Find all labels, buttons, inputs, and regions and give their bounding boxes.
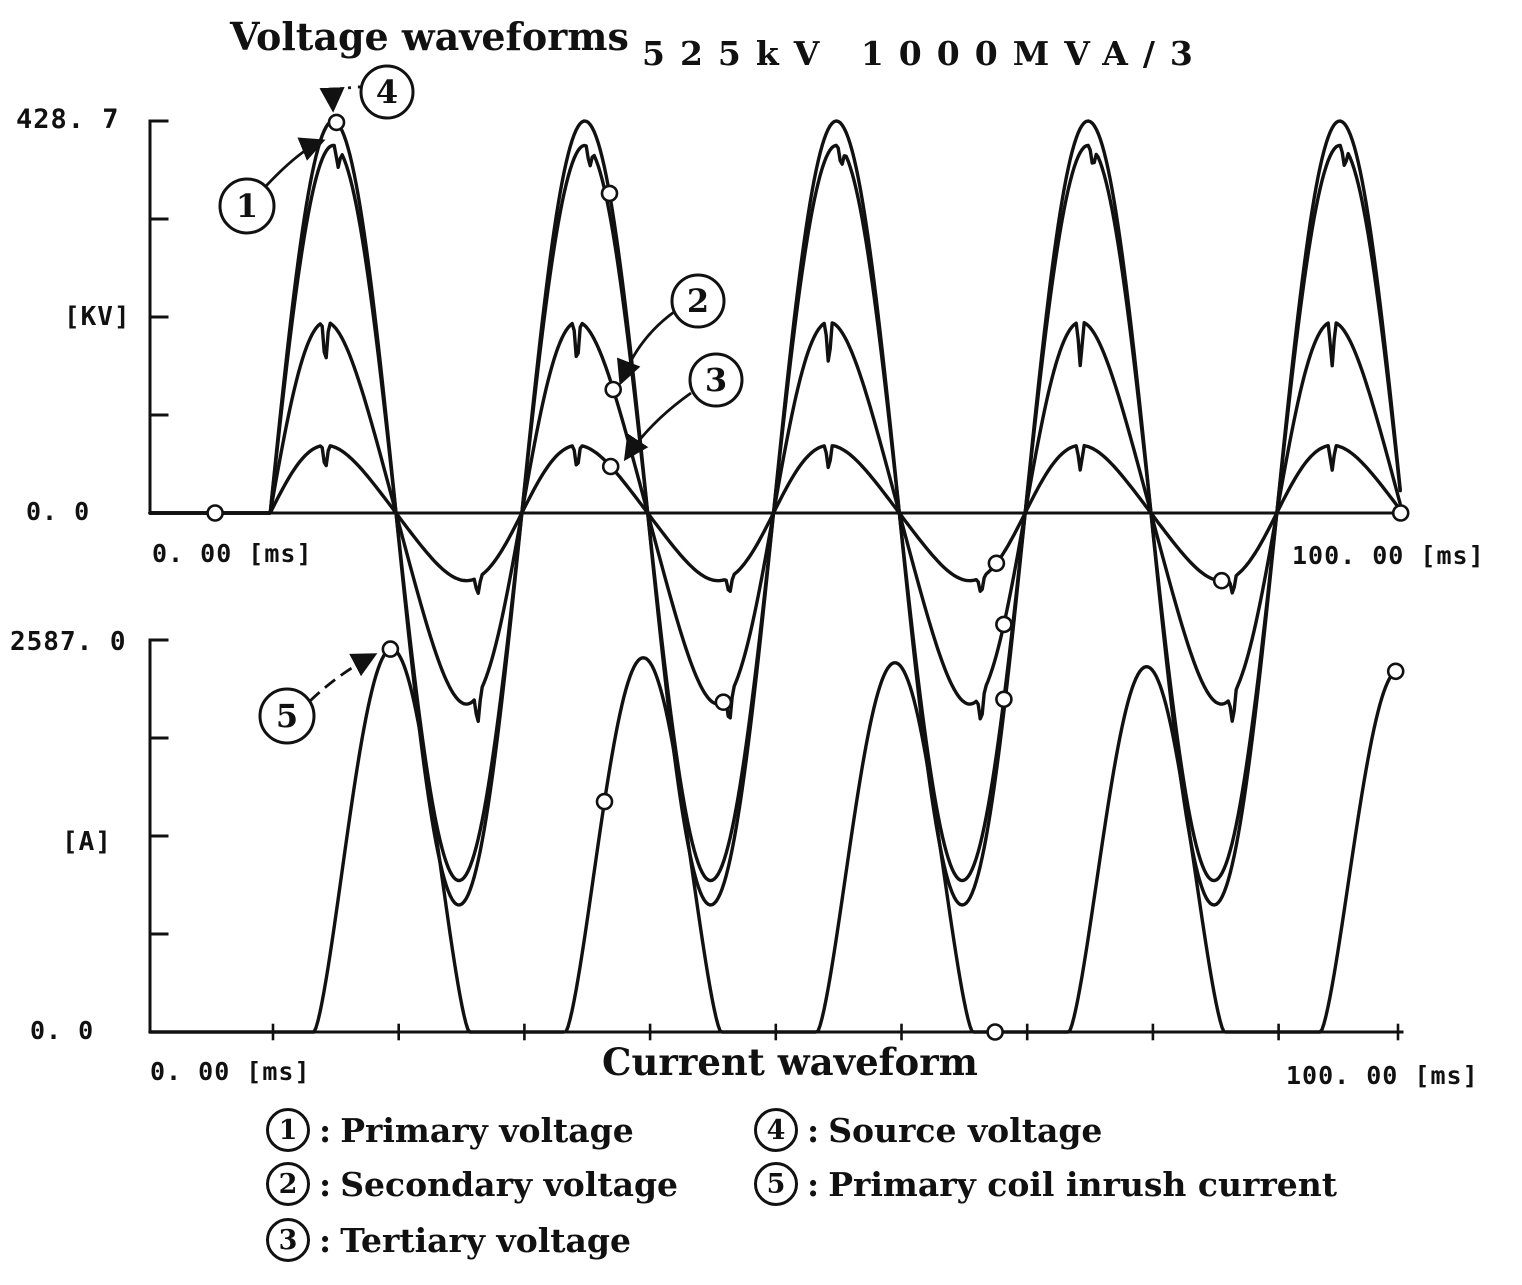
circled-number-3: 3 — [266, 1218, 310, 1262]
current-ymax-label: 2587. 0 — [10, 627, 127, 657]
callouts-group: 1 4 2 3 5 — [218, 64, 744, 745]
callout-2: 2 — [616, 273, 726, 386]
sample-marker-primary — [995, 690, 1013, 709]
callout-5: 5 — [258, 653, 378, 745]
callout-circle-5 — [258, 687, 316, 745]
voltage-plot-title: Voltage waveforms — [230, 14, 629, 59]
legend-item-tertiary-voltage: 3: Tertiary voltage — [266, 1218, 631, 1262]
voltage-unit-label: [KV] — [64, 302, 131, 332]
legend-item-secondary-voltage: 2: Secondary voltage — [266, 1162, 678, 1206]
legend-separator: : — [319, 1220, 332, 1260]
waveform-secondary-voltage — [148, 321, 1402, 723]
voltage-xstart-label: 0. 00 [ms] — [152, 539, 313, 568]
waveform-source-voltage — [148, 119, 1402, 907]
callout-number-2: 2 — [687, 282, 709, 320]
current-zero-label: 0. 0 — [30, 1016, 95, 1045]
callout-arrow-5 — [309, 653, 378, 703]
sample-marker-current — [381, 640, 400, 658]
sample-marker-voltage-zero — [1391, 504, 1410, 522]
sample-marker-tertiary — [601, 457, 620, 476]
sample-marker-secondary — [995, 615, 1013, 634]
callout-number-5: 5 — [276, 697, 298, 735]
callout-circle-2 — [670, 273, 726, 329]
callout-4: 4 — [319, 64, 415, 120]
waveform-inrush-current — [148, 647, 1400, 1034]
callout-number-1: 1 — [236, 187, 258, 225]
legend-item-inrush-current: 5: Primary coil inrush current — [754, 1162, 1337, 1206]
transformer-spec-title: 525kV 1000MVA/3 — [642, 34, 1208, 73]
sample-marker-source — [600, 184, 619, 203]
waveforms-group — [148, 119, 1402, 1034]
legend-label: Primary voltage — [340, 1110, 634, 1150]
current-unit-label: [A] — [62, 827, 112, 857]
sample-markers-group — [206, 113, 1410, 1041]
callout-arrow-4 — [319, 85, 362, 113]
waveform-primary-voltage — [148, 143, 1402, 883]
circled-number-4: 4 — [754, 1108, 798, 1152]
current-xstart-label: 0. 00 [ms] — [150, 1057, 311, 1086]
legend-label: Source voltage — [828, 1110, 1103, 1150]
current-xend-label: 100. 00 [ms] — [1286, 1061, 1479, 1090]
current-plot-title: Current waveform — [602, 1040, 978, 1084]
legend-label: Secondary voltage — [340, 1164, 679, 1204]
circled-number-1: 1 — [266, 1108, 310, 1152]
voltage-xend-label: 100. 00 [ms] — [1292, 541, 1485, 570]
waveform-tertiary-voltage — [148, 443, 1402, 595]
callout-arrow-2 — [616, 310, 675, 386]
circled-number-2: 2 — [266, 1162, 310, 1206]
sample-marker-source — [327, 113, 346, 132]
sample-marker-current — [1386, 662, 1405, 681]
callout-1: 1 — [218, 137, 326, 235]
legend-separator: : — [319, 1110, 332, 1150]
legend-separator: : — [807, 1110, 820, 1150]
callout-3: 3 — [623, 352, 744, 462]
callout-circle-1 — [218, 177, 276, 235]
sample-marker-secondary — [604, 380, 623, 399]
legend-separator: : — [807, 1164, 820, 1204]
legend-separator: : — [319, 1164, 332, 1204]
legend-label: Tertiary voltage — [340, 1220, 631, 1260]
sample-marker-tertiary — [987, 554, 1006, 573]
legend-item-primary-voltage: 1: Primary voltage — [266, 1108, 634, 1152]
circled-number-5: 5 — [754, 1162, 798, 1206]
sample-marker-secondary — [714, 693, 733, 712]
callout-number-3: 3 — [705, 361, 727, 399]
legend-label: Primary coil inrush current — [828, 1164, 1337, 1204]
callout-arrow-3 — [623, 391, 692, 462]
callout-number-4: 4 — [376, 73, 398, 111]
sample-marker-tertiary — [1212, 571, 1231, 590]
voltage-ymax-label: 428. 7 — [16, 104, 120, 135]
sample-marker-current-zero — [986, 1023, 1004, 1041]
sample-marker-current — [595, 792, 614, 811]
legend-item-source-voltage: 4: Source voltage — [754, 1108, 1102, 1152]
voltage-zero-label: 0. 0 — [26, 497, 91, 526]
callout-arrow-1 — [264, 137, 326, 187]
sample-marker-voltage-zero — [206, 504, 224, 522]
callout-circle-3 — [688, 352, 744, 408]
callout-circle-4 — [359, 64, 415, 120]
